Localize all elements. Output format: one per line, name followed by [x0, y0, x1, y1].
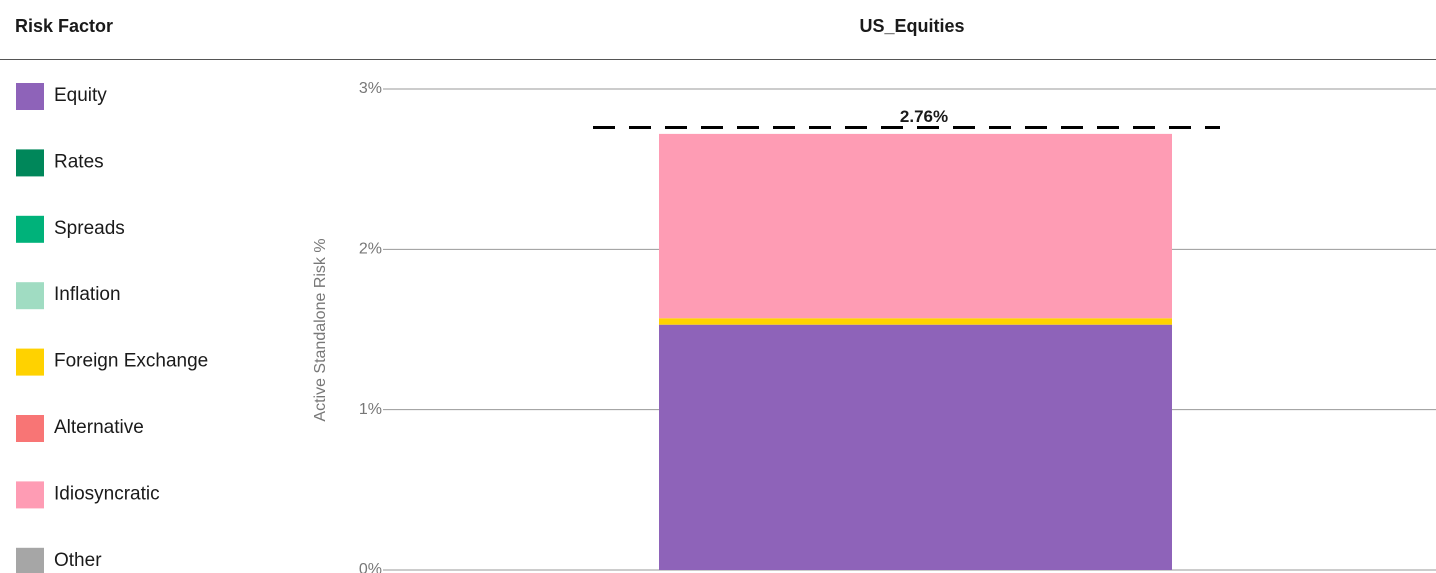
legend-label: Spreads [54, 218, 125, 239]
legend-label: Alternative [54, 417, 144, 438]
legend-swatch [16, 83, 44, 110]
legend-swatch [16, 348, 44, 376]
legend-swatch [16, 547, 44, 573]
total-label: 2.76% [900, 107, 948, 126]
legend-label: Rates [54, 151, 104, 172]
y-tick-label: 2% [359, 241, 382, 258]
category-header: US_Equities [859, 16, 964, 36]
legend-swatch [16, 415, 44, 442]
legend-label: Idiosyncratic [54, 483, 160, 504]
bar-segment [659, 133, 1172, 319]
legend-swatch [16, 481, 44, 509]
bar-segment [659, 318, 1172, 325]
y-axis-label: Active Standalone Risk % [312, 238, 329, 421]
y-tick-label: 3% [359, 80, 382, 97]
legend-swatch [16, 215, 44, 243]
bar-segment [659, 324, 1172, 570]
legend-label: Inflation [54, 284, 121, 305]
y-tick-label: 0% [359, 561, 382, 573]
y-tick-label: 1% [359, 401, 382, 418]
legend-swatch [16, 282, 44, 310]
legend-label: Equity [54, 85, 107, 106]
legend-swatch [16, 149, 44, 177]
legend-label: Other [54, 550, 102, 571]
legend-label: Foreign Exchange [54, 351, 208, 372]
legend-title: Risk Factor [15, 16, 113, 36]
